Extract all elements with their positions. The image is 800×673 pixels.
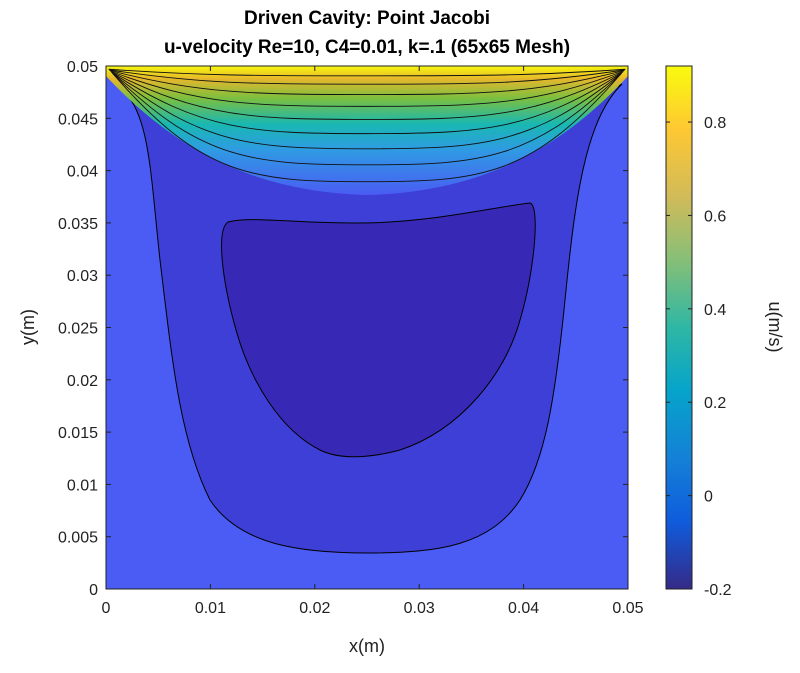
y-axis: 0 0.005 0.01 0.015 0.02 0.025 0.03 0.035 0.04 0.0… [58,59,628,599]
colorbar-tick-label: 0 [704,489,713,506]
y-tick-label: 0.035 [58,216,98,233]
chart-subtitle: u-velocity Re=10, C4=0.01, k=.1 (65x65 M… [164,37,570,58]
contour-line [108,68,626,77]
y-tick-label: 0.05 [67,59,98,76]
y-tick-label: 0.005 [58,530,98,547]
contour-line [110,71,624,120]
colorbar-tick-label: 0.8 [704,115,726,132]
y-tick-label: 0 [89,582,98,599]
x-tick-label: 0.03 [404,600,435,617]
y-tick-label: 0.03 [67,268,98,285]
lid-contour-lines [108,68,626,183]
x-axis-label: x(m) [349,636,385,656]
colorbar-tick-label: 0.4 [704,302,726,319]
y-tick-label: 0.015 [58,425,98,442]
chart-title: Driven Cavity: Point Jacobi [244,8,490,29]
plot-area [106,66,628,589]
contour-region-negative-inner [221,202,536,458]
contour-line [111,72,623,150]
colorbar-label: u(m/s) [765,302,785,353]
contour-line [111,72,623,135]
colorbar-tick-label: 0.6 [704,208,726,225]
contour-line [109,69,625,85]
contour-line [109,70,625,96]
colorbar-tick-label: 0.2 [704,395,726,412]
x-axis: 0 0.01 0.02 0.03 0.04 0.05 [102,66,644,617]
y-tick-label: 0.025 [58,321,98,338]
colorbar-ticks: -0.2 0 0.2 0.4 0.6 0.8 [666,115,732,599]
contour-line [112,73,622,166]
colorbar-tick-label: -0.2 [704,582,732,599]
colorbar: -0.2 0 0.2 0.4 0.6 0.8 u(m/s) [665,65,785,599]
contour-line [113,73,621,183]
x-tick-label: 0.04 [508,600,539,617]
y-tick-label: 0.045 [58,111,98,128]
x-tick-label: 0.05 [612,600,643,617]
contour-region-lid [106,66,628,195]
x-tick-label: 0 [102,600,111,617]
y-tick-label: 0.04 [67,164,98,181]
contour-line [110,70,624,107]
x-tick-label: 0.01 [195,600,226,617]
colorbar-gradient [665,65,693,590]
y-tick-label: 0.01 [67,477,98,494]
x-tick-label: 0.02 [299,600,330,617]
y-axis-label: y(m) [18,309,38,345]
y-tick-label: 0.02 [67,373,98,390]
